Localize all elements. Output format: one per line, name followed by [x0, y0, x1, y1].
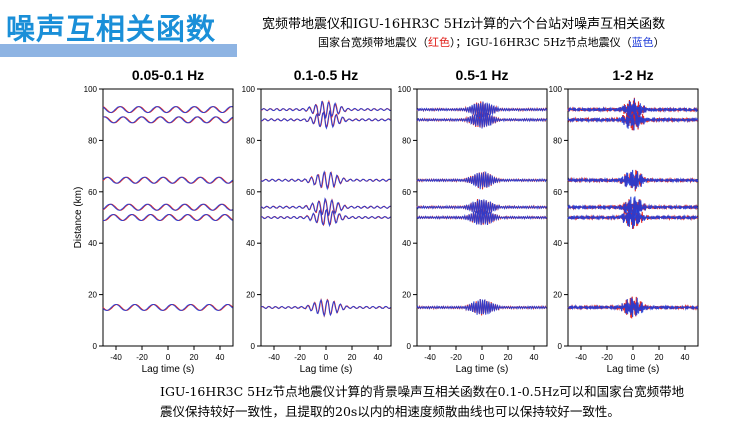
node-trace [261, 209, 391, 228]
node-trace [260, 298, 391, 318]
x-tick-label: -20 [136, 353, 148, 362]
title-underline-bar [0, 44, 237, 57]
node-trace [567, 98, 698, 120]
slide-title: 噪声互相关函数 [6, 12, 217, 46]
node-trace [102, 213, 233, 222]
x-axis-label: Lag time (s) [607, 364, 660, 375]
y-tick-label: 40 [553, 239, 562, 248]
node-trace [260, 100, 391, 119]
node-trace [416, 111, 548, 129]
x-tick-label: 0 [324, 353, 329, 362]
node-trace [102, 304, 233, 311]
node-trace [567, 110, 699, 131]
x-axis-label: Lag time (s) [456, 364, 509, 375]
x-axis-label: Lag time (s) [300, 364, 353, 375]
caption: IGU-16HR3C 5Hz节点地震仪计算的背景噪声互相关函数在0.1-0.5H… [160, 382, 720, 422]
y-tick-label: 20 [246, 291, 255, 300]
y-tick-label: 100 [242, 85, 256, 94]
x-tick-label: 40 [216, 353, 225, 362]
y-tick-label: 60 [246, 188, 255, 197]
node-trace [416, 171, 547, 190]
header-red-label: 红色 [428, 36, 450, 49]
node-trace [567, 297, 699, 318]
y-tick-label: 20 [88, 291, 97, 300]
y-tick-label: 40 [402, 239, 411, 248]
y-tick-label: 20 [402, 291, 411, 300]
y-axis-label: Distance (km) [73, 187, 84, 249]
x-tick-label: 0 [631, 353, 636, 362]
node-trace [416, 101, 548, 118]
x-tick-label: -40 [268, 353, 280, 362]
y-tick-label: 0 [93, 342, 98, 351]
y-tick-label: 20 [553, 291, 562, 300]
node-trace [567, 207, 699, 229]
x-tick-label: 0 [480, 353, 485, 362]
y-tick-label: 100 [549, 85, 563, 94]
y-tick-label: 0 [251, 342, 256, 351]
x-tick-label: 20 [655, 353, 664, 362]
figure-header-line2: 国家台宽频带地震仪（红色）；IGU-16HR3C 5Hz节点地震仪（蓝色） [318, 34, 665, 50]
node-trace [260, 109, 391, 130]
y-tick-label: 40 [246, 239, 255, 248]
caption-line2: 震仪保持较好一致性，且提取的20s以内的相速度频散曲线也可以保持较好一致性。 [160, 404, 620, 419]
panel-title: 0.5-1 Hz [456, 67, 509, 83]
x-tick-label: -20 [294, 353, 306, 362]
y-tick-label: 40 [88, 239, 97, 248]
x-axis-label: Lag time (s) [142, 364, 195, 375]
x-tick-label: 40 [530, 353, 539, 362]
x-tick-label: -40 [110, 353, 122, 362]
panel-3: 0.5-1 Hz -40 -20 0 20 40 Lag time (s) 0 20 40 60 80… [398, 67, 548, 375]
node-trace [416, 209, 548, 226]
header-blue-label: 蓝色 [631, 36, 654, 49]
y-tick-label: 0 [407, 342, 412, 351]
header-prefix: 国家台宽频带地震仪（ [318, 36, 428, 49]
node-trace [567, 169, 699, 190]
y-tick-label: 100 [398, 85, 412, 94]
header-suffix: ） [653, 36, 665, 49]
node-trace [102, 203, 233, 211]
figure-header-line1: 宽频带地震仪和IGU-16HR3C 5Hz计算的六个台站对噪声互相关函数 [262, 17, 666, 32]
node-trace [567, 196, 699, 218]
node-trace [416, 198, 548, 216]
x-tick-label: -40 [575, 353, 587, 362]
x-tick-label: -20 [601, 353, 613, 362]
node-trace [260, 197, 391, 217]
x-tick-label: 20 [190, 353, 199, 362]
panel-2: 0.1-0.5 Hz -40 -20 0 20 40 Lag time (s) 0 20 40 60… [242, 67, 392, 375]
y-tick-label: 100 [84, 85, 98, 94]
panel-title: 1-2 Hz [612, 67, 653, 83]
node-trace [102, 106, 233, 114]
x-tick-label: 0 [166, 353, 171, 362]
x-tick-label: 20 [504, 353, 513, 362]
y-tick-label: 80 [553, 136, 562, 145]
header-mid: ）；IGU-16HR3C 5Hz节点地震仪（ [450, 36, 632, 49]
y-tick-label: 60 [553, 188, 562, 197]
x-tick-label: 40 [681, 353, 690, 362]
node-trace [102, 176, 233, 184]
x-tick-label: 40 [374, 353, 383, 362]
y-tick-label: 80 [88, 136, 97, 145]
y-tick-label: 80 [402, 136, 411, 145]
node-trace [102, 116, 233, 124]
panel-title: 0.05-0.1 Hz [132, 67, 204, 83]
node-trace [260, 170, 391, 191]
x-tick-label: -20 [450, 353, 462, 362]
panel-title: 0.1-0.5 Hz [294, 67, 359, 83]
y-tick-label: 60 [402, 188, 411, 197]
y-tick-label: 0 [558, 342, 563, 351]
caption-line1: IGU-16HR3C 5Hz节点地震仪计算的背景噪声互相关函数在0.1-0.5H… [160, 384, 685, 399]
y-tick-label: 80 [246, 136, 255, 145]
y-tick-label: 60 [88, 188, 97, 197]
panel-1: 0.05-0.1 Hz -40 -20 0 20 40 Lag time (s) 0 20 40 6… [73, 67, 234, 375]
x-tick-label: 20 [348, 353, 357, 362]
x-tick-label: -40 [424, 353, 436, 362]
node-trace [416, 298, 547, 315]
panel-4: 1-2 Hz -40 -20 0 20 40 Lag time (s) 0 20 40 60 80 10… [549, 67, 699, 375]
